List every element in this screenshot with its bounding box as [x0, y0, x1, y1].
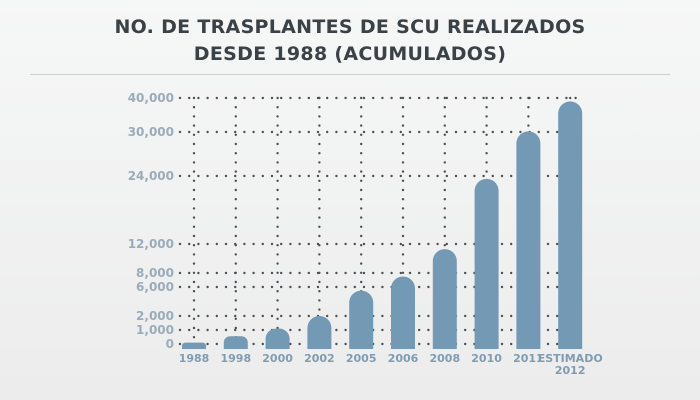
- title-divider: [30, 74, 670, 75]
- y-tick-label: 40,000: [128, 91, 174, 105]
- y-tick-label: 6,000: [136, 280, 174, 294]
- y-tick-label: 0: [166, 337, 174, 351]
- x-tick-label: 2008: [429, 352, 460, 365]
- bar: [558, 101, 583, 350]
- bar: [182, 342, 206, 349]
- y-tick-label: 30,000: [128, 125, 174, 139]
- x-tick-label: 2005: [346, 352, 377, 365]
- y-tick-label: 2,000: [136, 309, 174, 323]
- y-tick-label: 12,000: [128, 237, 174, 251]
- y-tick-label: 24,000: [128, 169, 174, 183]
- gridlines: [178, 96, 580, 346]
- bar: [265, 328, 290, 349]
- bar: [307, 316, 332, 349]
- bars: [182, 101, 583, 350]
- x-tick-label: 2000: [262, 352, 293, 365]
- chart-title-line-1: NO. DE TRASPLANTES DE SCU REALIZADOS: [114, 16, 586, 38]
- x-tick-label: 2006: [388, 352, 419, 365]
- bar: [223, 336, 248, 349]
- bar: [391, 276, 415, 349]
- bar: [349, 290, 374, 349]
- x-tick-label: 2002: [304, 352, 335, 365]
- x-axis-ticks: 1988 1998 2000 2002 2005 2006 2008 2010 2011ESTI…: [179, 352, 603, 377]
- chart-title-line-2: DESDE 1988 (ACUMULADOS): [193, 43, 507, 65]
- chart-title: NO. DE TRASPLANTES DE SCU REALIZADOS DES…: [0, 14, 700, 68]
- bar: [432, 249, 457, 349]
- x-tick-label: 2011: [513, 352, 544, 365]
- y-tick-label: 1,000: [136, 323, 174, 337]
- x-tick-label: 2012: [555, 364, 586, 377]
- x-tick-label: 1998: [220, 352, 251, 365]
- bar: [516, 131, 541, 349]
- x-tick-label: ESTIMADO: [538, 352, 603, 365]
- y-tick-label: 8,000: [136, 266, 174, 280]
- x-tick-label: 1988: [179, 352, 210, 365]
- x-tick-label: 2010: [471, 352, 502, 365]
- bar: [474, 178, 499, 349]
